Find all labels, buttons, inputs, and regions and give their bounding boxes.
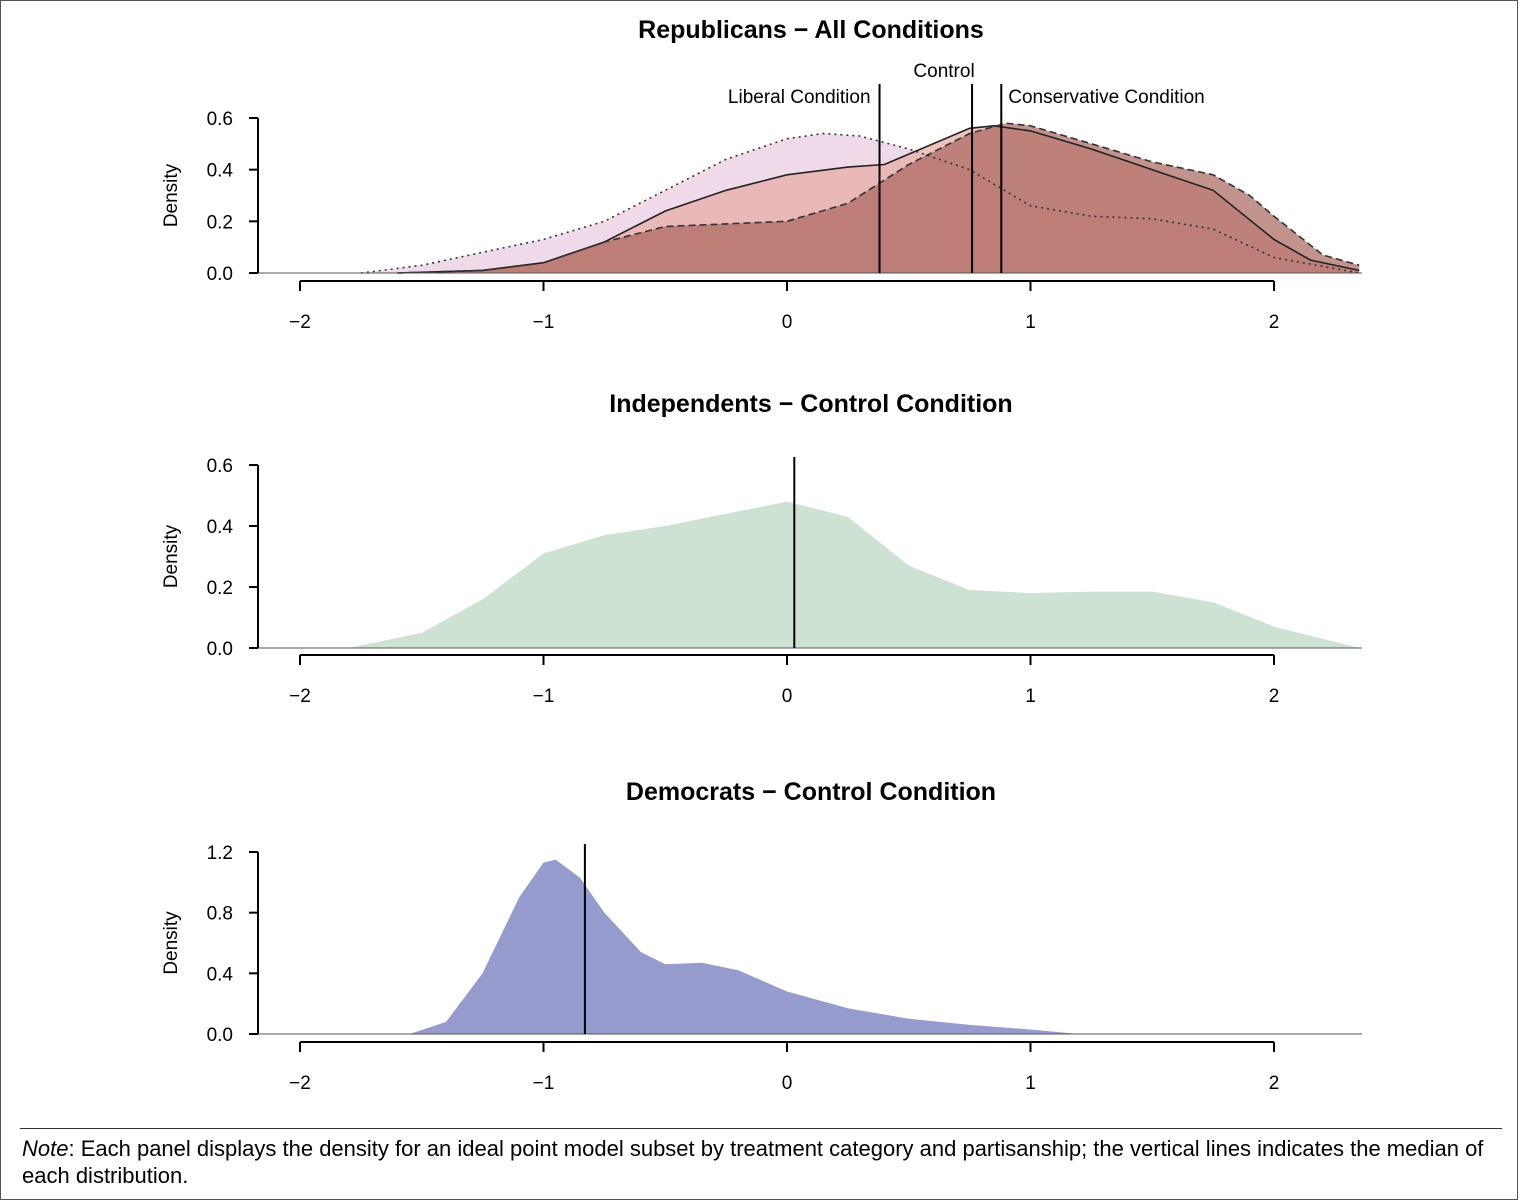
density-area-1 — [409, 859, 1080, 1034]
note-label: Note — [22, 1136, 69, 1161]
y-tick-label: 0.6 — [207, 456, 233, 477]
x-tick-label: 2 — [1269, 1073, 1280, 1094]
y-tick-label: 0.6 — [207, 109, 233, 130]
y-tick-label: 0.2 — [207, 578, 233, 599]
y-tick-label: 1.2 — [207, 843, 233, 864]
x-tick-label: −2 — [289, 1073, 311, 1094]
y-axis-label: Density — [161, 163, 182, 227]
x-tick-label: 2 — [1269, 686, 1280, 707]
density-area-1 — [348, 501, 1360, 648]
chart-panel-2: Independents − Control Condition Density 0… — [161, 390, 1362, 707]
x-tick-label: 2 — [1269, 312, 1280, 333]
x-tick-label: 1 — [1025, 1073, 1036, 1094]
x-tick-label: 0 — [782, 686, 793, 707]
y-tick-label: 0.2 — [207, 212, 233, 233]
density-line-1 — [360, 132, 1360, 274]
y-tick-label: 0.0 — [207, 264, 233, 285]
x-tick-label: −1 — [533, 312, 555, 333]
panel-title: Republicans − All Conditions — [638, 16, 984, 44]
x-tick-label: 0 — [782, 312, 793, 333]
note-divider — [20, 1128, 1502, 1129]
y-axis-label: Density — [161, 911, 182, 975]
x-tick-label: 1 — [1025, 312, 1036, 333]
chart-panel-1: Republicans − All Conditions Density Liber… — [161, 16, 1362, 333]
x-tick-label: 0 — [782, 1073, 793, 1094]
y-tick-label: 0.4 — [207, 161, 234, 182]
x-tick-label: −2 — [289, 312, 311, 333]
y-tick-label: 0.4 — [207, 517, 234, 538]
x-tick-label: −1 — [533, 1073, 555, 1094]
chart-panel-3: Democrats − Control Condition Density 0.0 0… — [161, 778, 1362, 1094]
y-tick-label: 0.0 — [207, 1025, 233, 1046]
y-tick-label: 0.8 — [207, 904, 233, 925]
panel-title: Independents − Control Condition — [609, 390, 1012, 418]
y-axis-label: Density — [161, 524, 182, 588]
density-line-3 — [397, 122, 1360, 274]
note-text: : Each panel displays the density for an… — [22, 1136, 1484, 1188]
x-tick-label: −2 — [289, 686, 311, 707]
x-tick-label: 1 — [1025, 686, 1036, 707]
median-annotation: Conservative Condition — [1008, 87, 1204, 108]
y-tick-label: 0.4 — [207, 964, 234, 985]
median-annotation: Control — [913, 61, 974, 82]
figure-note: Note: Each panel displays the density fo… — [22, 1135, 1507, 1189]
density-area-3 — [397, 123, 1360, 273]
x-tick-label: −1 — [533, 686, 555, 707]
panel-title: Democrats − Control Condition — [626, 778, 996, 806]
median-annotation: Liberal Condition — [728, 87, 871, 108]
y-tick-label: 0.0 — [207, 639, 233, 660]
